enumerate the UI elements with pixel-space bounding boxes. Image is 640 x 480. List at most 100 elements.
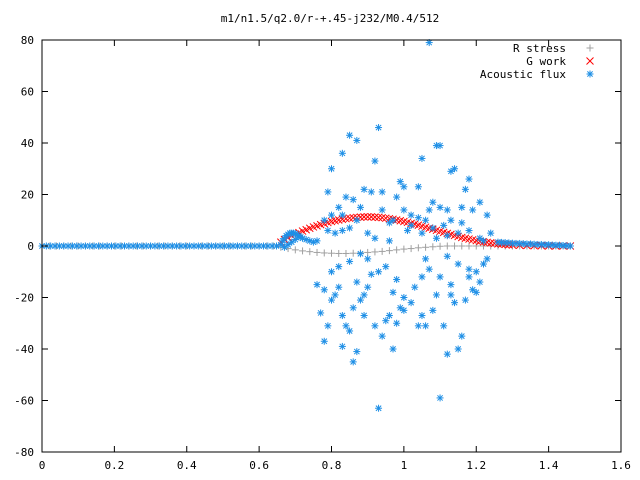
chart-title: m1/n1.5/q2.0/r-+.45-j232/M0.4/512 (221, 12, 440, 25)
data-point (299, 247, 307, 255)
data-point (324, 322, 332, 330)
data-point (414, 244, 422, 252)
data-point (288, 238, 296, 246)
data-point (363, 213, 372, 221)
data-point (385, 219, 393, 227)
x-tick-label: 1.2 (466, 459, 486, 472)
data-point (360, 291, 368, 299)
data-point (389, 288, 397, 296)
data-point (360, 185, 368, 193)
data-point (566, 242, 574, 250)
data-point (396, 304, 404, 312)
data-point (320, 216, 328, 224)
legend-label: G work (526, 55, 566, 68)
data-point (479, 260, 487, 268)
data-point (393, 275, 401, 283)
data-point (429, 306, 437, 314)
data-point (367, 270, 375, 278)
data-point (407, 245, 415, 253)
data-point (400, 206, 408, 214)
data-point (378, 206, 386, 214)
data-point (371, 234, 379, 242)
data-point (342, 249, 350, 257)
legend-marker (586, 70, 594, 78)
y-tick-label: 80 (21, 34, 34, 47)
data-point (371, 157, 379, 165)
data-point (440, 322, 448, 330)
data-point (407, 299, 415, 307)
data-point (264, 242, 272, 250)
data-point (400, 306, 408, 314)
data-point (447, 216, 455, 224)
x-tick-label: 0.2 (104, 459, 124, 472)
data-point (251, 242, 259, 250)
data-point (335, 249, 343, 257)
data-point (458, 219, 466, 227)
data-point (367, 213, 376, 221)
data-point (385, 312, 393, 320)
data-point (476, 278, 484, 286)
data-point (465, 265, 473, 273)
data-point (429, 198, 437, 206)
data-point (99, 242, 107, 250)
legend-label: Acoustic flux (480, 68, 566, 81)
legend-marker (586, 57, 594, 65)
data-point (425, 206, 433, 214)
legend-label: R stress (513, 42, 566, 55)
data-point (338, 211, 346, 219)
data-point (472, 288, 480, 296)
data-point (317, 309, 325, 317)
data-point (364, 255, 372, 263)
y-tick-label: -20 (14, 292, 34, 305)
data-point (389, 216, 397, 224)
data-point (418, 273, 426, 281)
data-point (190, 242, 198, 250)
data-point (461, 185, 469, 193)
data-point (349, 196, 357, 204)
x-tick-label: 1.6 (611, 459, 631, 472)
data-point (364, 283, 372, 291)
data-point (349, 358, 357, 366)
data-point (81, 242, 89, 250)
data-point (465, 175, 473, 183)
data-point (458, 242, 466, 250)
data-point (385, 237, 393, 245)
data-point (342, 193, 350, 201)
data-point (476, 234, 484, 242)
y-tick-label: 0 (27, 240, 34, 253)
data-point (400, 183, 408, 191)
data-point (425, 265, 433, 273)
y-tick-label: 20 (21, 189, 34, 202)
data-point (432, 142, 440, 150)
data-point (378, 332, 386, 340)
data-point (320, 337, 328, 345)
data-point (160, 242, 168, 250)
data-point (451, 165, 459, 173)
data-point (331, 229, 339, 237)
data-point (306, 248, 314, 256)
data-point (335, 283, 343, 291)
data-point (375, 268, 383, 276)
data-point (338, 149, 346, 157)
data-point (349, 249, 357, 257)
data-point (328, 296, 335, 304)
data-point (422, 243, 430, 251)
data-point (454, 260, 462, 268)
data-point (77, 242, 85, 250)
y-tick-label: 60 (21, 86, 34, 99)
data-point (443, 232, 451, 240)
data-point (338, 227, 346, 235)
data-point (447, 281, 455, 289)
data-point (364, 229, 372, 237)
data-point (375, 404, 383, 412)
y-tick-label: -40 (14, 343, 34, 356)
data-point (313, 237, 321, 245)
legend-marker (586, 44, 594, 52)
data-point (324, 227, 332, 235)
x-tick-label: 0.6 (249, 459, 269, 472)
data-point (382, 263, 390, 271)
data-point (328, 268, 335, 276)
data-point (458, 203, 466, 211)
data-point (465, 273, 473, 281)
